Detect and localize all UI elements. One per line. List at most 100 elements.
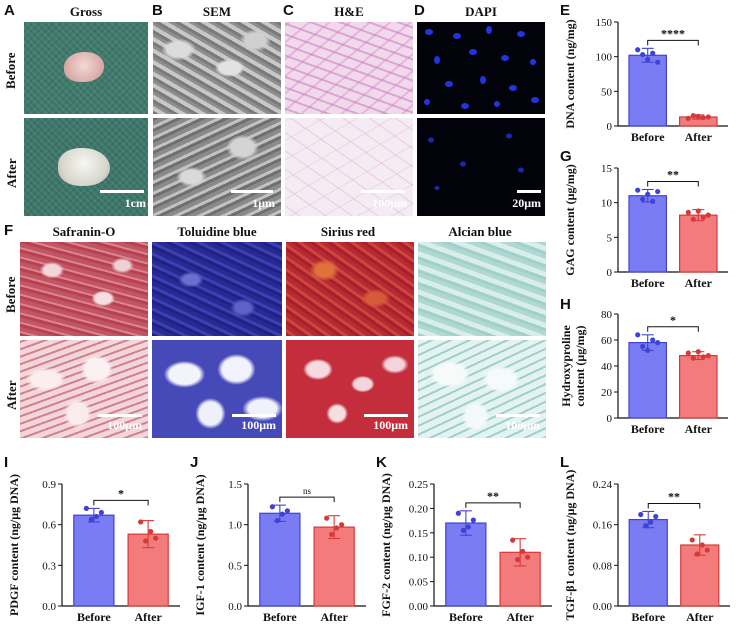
x-tick-label: After [685,276,713,290]
data-point [635,47,641,53]
image-he-before [285,22,413,114]
title-dapi: DAPI [465,4,497,19]
data-point [694,551,700,557]
scale-bar-safranin [98,414,142,417]
y-tick-label: 0.08 [593,560,613,572]
significance-label: ** [668,489,680,503]
panel-label-e: E [560,2,571,19]
y-tick-label: 0.00 [409,601,429,613]
panel-label-d: D [414,2,425,19]
chart-hydroxyproline-content: 0 20 40 60 80 Hydroxyproline content (μg/mg) Be… [560,309,728,436]
y-axis-label: Hydroxyproline [560,325,573,407]
x-tick-label: Before [449,610,483,624]
data-point [645,191,651,197]
data-point [153,535,159,541]
chart-dna-content: 0 50 100 150 DNA content (ng/mg) Before After *… [563,17,728,144]
scale-bar-sem [231,190,273,193]
data-point [269,504,275,510]
data-point [279,511,285,517]
title-he: H&E [334,4,364,19]
data-point [143,538,149,544]
tissue-sample-after [58,148,110,186]
y-tick-label: 0.20 [409,503,429,515]
image-he-after: 100μm [285,118,413,216]
title-alcian-blue: Alcian blue [448,224,512,239]
scale-text-he: 100μm [372,196,407,210]
x-tick-label: After [320,610,348,624]
x-tick-label: Before [631,610,665,624]
y-axis-label: IGF-1 content (ng/μg DNA) [193,474,207,615]
data-point [650,337,656,343]
scale-text-sem: 1μm [252,196,275,210]
y-tick-label: 15 [601,163,613,175]
data-point [685,350,691,356]
data-point [83,505,89,511]
panel-label-i: I [4,454,9,471]
y-tick-label: 0.10 [409,552,429,564]
data-point [690,216,696,222]
row-label-after-stain: After [4,380,19,410]
significance-label: ** [667,167,679,181]
image-gross-after: 1cm [24,118,148,216]
y-tick-label: 0.5 [228,560,242,572]
scale-text-sirius: 100μm [373,418,408,432]
y-tick-label: 10 [601,198,613,210]
data-point [88,516,94,522]
data-point [640,51,646,58]
y-tick-label: 0.24 [593,479,613,491]
data-point [695,349,701,355]
y-tick-label: 0 [607,267,613,279]
y-tick-label: 1.5 [228,479,242,491]
bar-before [628,195,668,273]
scale-text-safranin: 100μm [107,418,142,432]
data-point [640,196,646,202]
x-tick-label: Before [631,422,665,436]
scale-bar-alcian [496,414,540,417]
data-point [515,557,521,563]
data-point [689,537,695,543]
chart-pdgf-content: 0.0 0.3 0.6 0.9 PDGF content (ng/μg DNA) Befo… [7,474,180,624]
image-toluidine-after: 100μm [152,340,282,438]
dapi-nuclei-before [424,26,539,109]
row-label-after-top: After [4,158,19,188]
title-gross: Gross [69,4,103,19]
y-axis-label: content (μg/mg) [573,325,587,406]
data-point [465,524,471,530]
panel-label-k: K [376,454,387,471]
significance-label: ** [487,489,499,503]
panel-label-j: J [190,454,199,471]
scale-text-alcian: 100μm [505,418,540,432]
y-axis-label: FGF-2 content (ng/μg DNA) [379,473,393,617]
y-axis-label: TGF-β1 content (ng/μg DNA) [563,470,577,621]
image-sem-before [153,22,281,114]
y-tick-label: 0.25 [409,479,429,491]
y-tick-label: 0.00 [593,601,613,613]
data-point [525,554,531,560]
data-point [655,188,661,195]
plot-area: 0 5 10 15 GAG content (μg/mg) Before After ** [563,163,728,290]
data-point [643,523,649,529]
y-tick-label: 0.15 [409,528,429,540]
data-point [700,115,706,121]
data-point [704,547,710,553]
y-tick-label: 0.9 [42,479,56,491]
y-tick-label: 80 [601,309,613,321]
row-label-before-stain: Before [3,276,18,313]
data-point [510,537,516,543]
significance-label: ns [303,486,312,496]
data-point [699,542,705,548]
data-point [690,113,696,119]
x-tick-label: After [506,610,534,624]
data-point [650,50,656,56]
scale-text-gross: 1cm [124,196,146,210]
data-point [705,114,711,120]
image-safranin-after: 100μm [20,340,148,438]
data-point [695,208,701,214]
x-tick-label: After [134,610,162,624]
x-tick-label: Before [631,130,665,144]
y-tick-label: 50 [601,86,613,98]
image-sirius-after: 100μm [286,340,414,438]
plot-area: 0.0 0.5 1.0 1.5 IGF-1 content (ng/μg DNA) Bef… [193,474,366,624]
y-axis-label: DNA content (ng/mg) [563,19,577,128]
scale-bar-toluidine [232,414,276,417]
